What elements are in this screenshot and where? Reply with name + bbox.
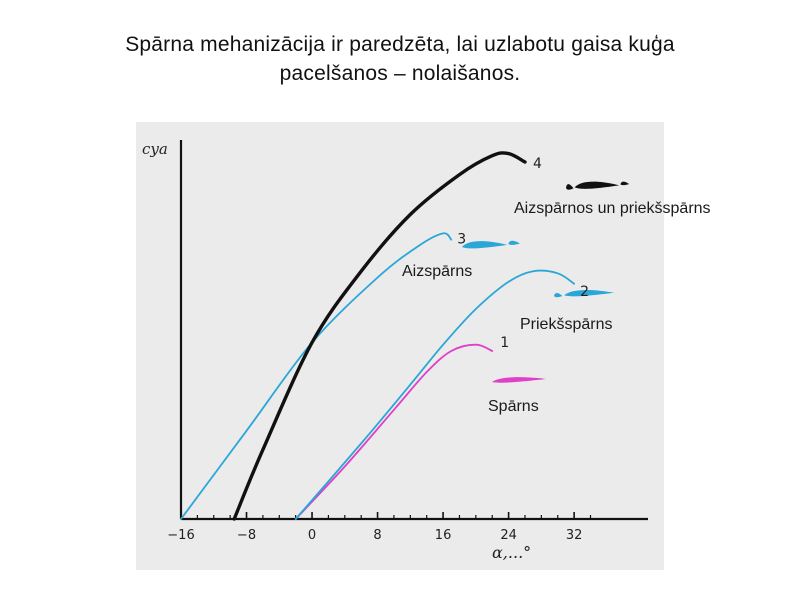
airfoil-plain-wing-icon — [492, 377, 546, 383]
series-curve-1 — [294, 343, 494, 520]
slide-title: Spārna mehanizācija ir paredzēta, lai uz… — [40, 30, 760, 88]
x-tick-label: −16 — [167, 528, 194, 543]
chart-axes — [179, 140, 648, 521]
airfoil-slat-icon — [554, 290, 614, 298]
curve-number-labels: 1 2 3 4 — [457, 156, 589, 351]
airfoil-shapes — [462, 181, 630, 383]
x-axis-label: α,...° — [492, 543, 531, 562]
y-axis-label: cya — [142, 140, 168, 158]
annotation-sparns: Spārns — [488, 398, 539, 415]
curve-number-4: 4 — [533, 156, 542, 172]
series-curve-2 — [294, 269, 575, 520]
airfoil-slat-flap-icon — [566, 181, 630, 190]
slide-title-line1: Spārna mehanizācija ir paredzēta, lai uz… — [125, 33, 675, 56]
slide-title-line2: pacelšanos – nolaišanos. — [279, 62, 521, 85]
annotation-prieksparns: Priekšspārns — [520, 316, 613, 333]
curves — [180, 151, 575, 521]
x-tick-label: 32 — [566, 528, 583, 543]
annotation-aizsparns: Aizspārns — [402, 263, 473, 280]
curve-number-2: 2 — [580, 284, 589, 300]
x-tick-label: 0 — [308, 528, 316, 543]
x-tick-label: 8 — [373, 528, 381, 543]
curve-number-1: 1 — [500, 335, 509, 351]
series-curve-4 — [232, 151, 527, 521]
curve-number-3: 3 — [457, 232, 466, 248]
x-tick-label: 16 — [435, 528, 452, 543]
x-ticks: −16 −8 0 8 16 24 32 — [167, 512, 592, 543]
series-curve-3 — [180, 232, 453, 520]
x-tick-label: −8 — [237, 528, 256, 543]
annotation-aizsparnos-un-prieksparns: Aizspārnos un priekšspārns — [514, 200, 711, 217]
lift-curve-chart: −16 −8 0 8 16 24 32 1 2 3 4 cya α,...° — [142, 140, 648, 562]
x-tick-label: 24 — [500, 528, 517, 543]
airfoil-flap-icon — [462, 240, 520, 249]
chart-panel: −16 −8 0 8 16 24 32 1 2 3 4 cya α,...° Aizspārnos… — [136, 122, 711, 570]
